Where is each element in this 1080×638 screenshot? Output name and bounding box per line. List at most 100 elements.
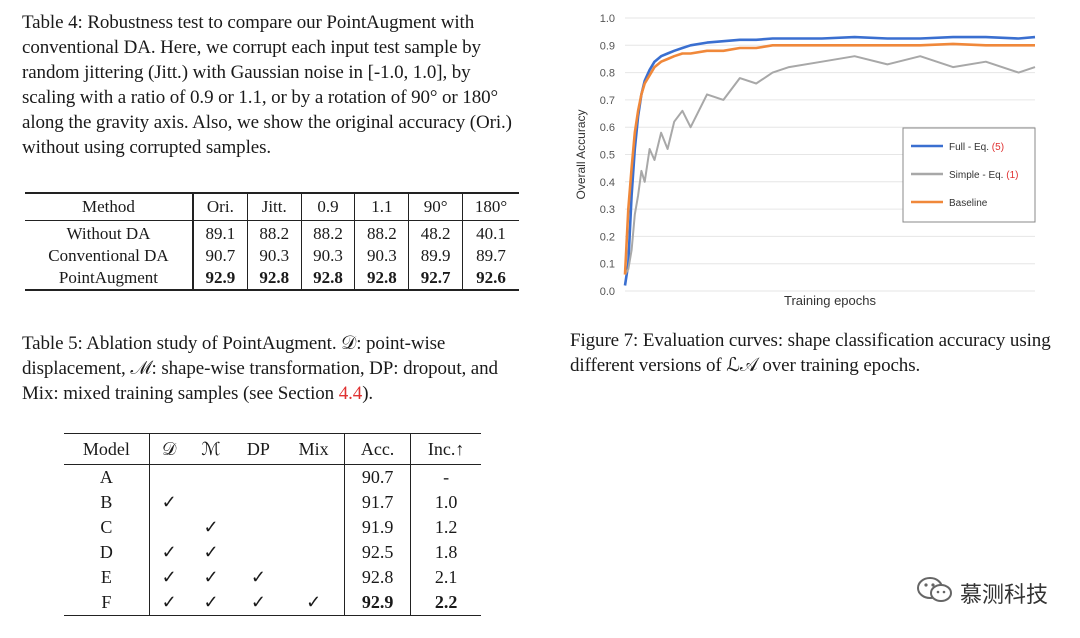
table4-header: 0.9 [300,193,355,221]
table5-cell [283,565,344,590]
table5-cell [233,515,283,540]
table4-cell: 89.9 [408,245,463,267]
table5-cell: 2.2 [410,590,481,616]
table4-cell: 89.1 [191,220,248,245]
table4-cell: 92.8 [300,267,355,290]
table4-header-row: Method Ori. Jitt. 0.9 1.1 90° 180° [25,193,519,221]
table-row: Without DA 89.1 88.2 88.2 88.2 48.2 40.1 [25,220,519,245]
table-row: Conventional DA 90.7 90.3 90.3 90.3 89.9… [25,245,519,267]
legend-label: Baseline [949,198,988,209]
wechat-icon [916,575,954,610]
table4-cell: Conventional DA [48,246,169,265]
table5-cell: 91.9 [343,515,411,540]
table4-cell: 92.9 [191,267,248,290]
table4-header: Method [82,197,135,216]
y-tick-label: 0.8 [600,68,615,80]
table4-cell: 88.2 [246,220,302,245]
table4-caption: Table 4: Robustness test to compare our … [22,10,527,160]
accuracy-chart: 0.0 0.1 0.2 0.3 0.4 0.5 0.6 0.7 0.8 0.9 1.0 Trainin… [574,13,1036,308]
table5-cell: D [99,542,113,562]
watermark-text: 慕测科技 [959,582,1048,608]
table-row: F ✓ ✓ ✓ ✓ 92.9 2.2 [64,590,481,616]
y-tick-label: 0.9 [600,40,615,52]
table5-cell [148,515,189,540]
table5-cell: ✓ [148,490,189,515]
table5-header-row: Model 𝒟 ℳ DP Mix Acc. Inc.↑ [64,433,481,465]
table5: Model 𝒟 ℳ DP Mix Acc. Inc.↑ A 90.7- B ✓ 91.7… [64,433,481,616]
table4-cell: 90.7 [191,245,248,267]
table-row: PointAugment 92.9 92.8 92.8 92.8 92.7 92… [25,267,519,290]
table4-cell: Without DA [66,224,151,243]
table4-cell: 92.6 [462,267,519,290]
table5-cell: 92.9 [343,590,411,616]
table4-header: Jitt. [246,193,302,221]
table-row: D ✓ ✓ 92.5 1.8 [64,540,481,565]
figure7-caption-label: Figure 7: [570,330,639,351]
table5-cell: E [100,567,112,587]
y-tick-label: 0.7 [600,95,615,107]
y-tick-label: 0.3 [600,204,615,216]
table5-cell: F [101,592,112,612]
table5-cell: ✓ [148,540,189,565]
table4-cell: 48.2 [408,220,463,245]
table5-header: Acc. [343,433,411,465]
table5-header: Mix [298,438,329,459]
legend-label: Simple - Eq. (1) [949,170,1018,181]
table5-cell [189,490,234,515]
table4-caption-text: Robustness test to compare our PointAugm… [22,12,512,158]
table5-header: Inc.↑ [410,433,481,465]
table5-cell: 92.8 [343,565,411,590]
table5-header: 𝒟 [148,433,189,465]
table5-header: DP [246,438,270,459]
table5-cell [233,465,283,491]
table5-cell: ✓ [203,542,219,562]
table5-cell: ✓ [250,592,266,612]
y-tick-label: 0.0 [600,286,615,298]
table5-cell: 92.5 [343,540,411,565]
y-tick-label: 0.5 [600,150,615,162]
table5-cell: 1.2 [410,515,481,540]
legend-eq-ref: (5) [992,142,1004,153]
table4-cell: 88.2 [300,220,355,245]
section-reference-link[interactable]: 4.4 [338,383,363,404]
table5-cell: ✓ [306,592,322,612]
table4-cell: 89.7 [462,245,519,267]
watermark: 慕测科技 [916,575,1048,610]
table4-cell: 92.8 [246,267,302,290]
table5-cell: ✓ [250,567,266,587]
y-tick-label: 0.6 [600,122,615,134]
y-axis-label: Overall Accuracy [574,109,588,199]
table4-caption-label: Table 4: [22,12,83,33]
table4-cell: 40.1 [462,220,519,245]
y-tick-label: 0.1 [600,259,615,271]
table-row: E ✓ ✓ ✓ 92.8 2.1 [64,565,481,590]
figure7-caption: Figure 7: Evaluation curves: shape class… [570,328,1075,378]
table5-cell [189,465,234,491]
table-row: A 90.7- [64,464,481,491]
table5-caption: Table 5: Ablation study of PointAugment.… [22,331,527,406]
table4-cell: 90.3 [354,245,409,267]
table4: Method Ori. Jitt. 0.9 1.1 90° 180° Witho… [25,192,519,291]
series-line-1 [624,55,1036,276]
table4-header: 90° [408,193,463,221]
table5-cell: C [100,517,113,537]
table4-cell: 90.3 [246,245,302,267]
table5-cell [148,464,189,490]
y-tick-label: 0.4 [600,177,615,189]
table5-caption-end: ). [362,383,374,404]
y-tick-label: 1.0 [600,13,615,25]
table5-header: Model [82,438,130,459]
table5-cell: 91.7 [343,490,411,515]
x-axis-label: Training epochs [784,293,877,308]
series-line-2 [623,42,1035,275]
table5-cell: A [99,467,113,487]
table4-cell: 88.2 [354,220,409,245]
table5-cell: 90.7 [343,464,411,490]
table5-cell: B [100,492,113,512]
table5-cell [233,540,283,565]
table4-cell: 90.3 [300,245,355,267]
figure7-caption-text: Evaluation curves: shape classification … [570,330,1051,376]
table5-cell [283,515,344,540]
table4-header: Ori. [191,193,248,221]
table5-cell: 1.8 [410,540,481,565]
